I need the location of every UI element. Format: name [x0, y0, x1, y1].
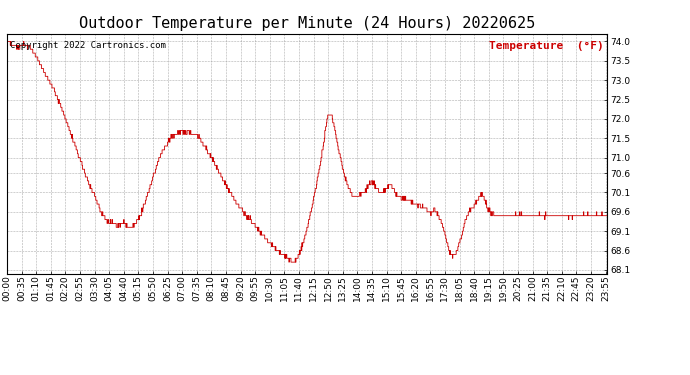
Text: Copyright 2022 Cartronics.com: Copyright 2022 Cartronics.com — [10, 41, 166, 50]
Title: Outdoor Temperature per Minute (24 Hours) 20220625: Outdoor Temperature per Minute (24 Hours… — [79, 16, 535, 31]
Text: Temperature  (°F): Temperature (°F) — [489, 41, 604, 51]
